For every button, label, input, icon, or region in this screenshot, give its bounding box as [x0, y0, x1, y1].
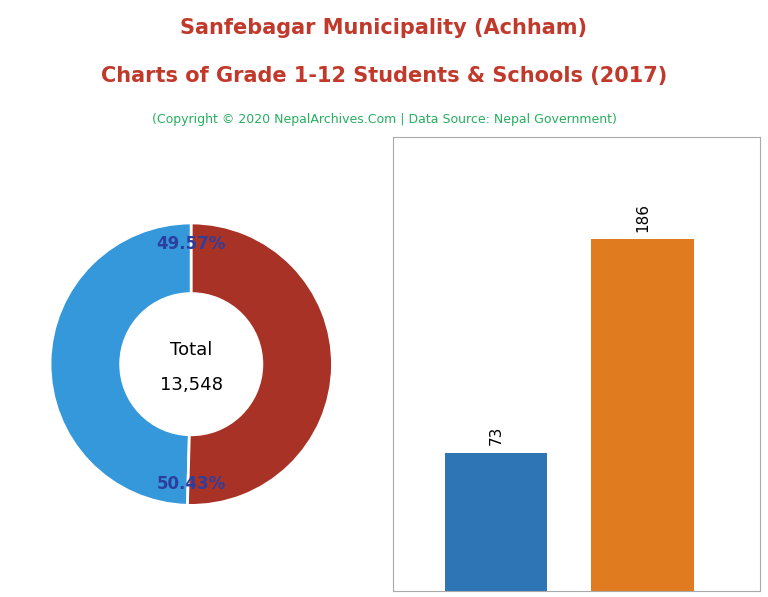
Text: 73: 73 [488, 426, 504, 445]
Text: 50.43%: 50.43% [157, 475, 226, 493]
Text: Sanfebagar Municipality (Achham): Sanfebagar Municipality (Achham) [180, 18, 588, 38]
Text: 13,548: 13,548 [160, 376, 223, 395]
Text: 186: 186 [635, 203, 650, 232]
Text: Charts of Grade 1-12 Students & Schools (2017): Charts of Grade 1-12 Students & Schools … [101, 66, 667, 86]
Bar [445, 453, 548, 591]
Text: (Copyright © 2020 NepalArchives.Com | Data Source: Nepal Government): (Copyright © 2020 NepalArchives.Com | Da… [151, 113, 617, 127]
Wedge shape [187, 223, 333, 506]
Text: Total: Total [170, 341, 213, 359]
Wedge shape [50, 223, 191, 505]
Text: 49.57%: 49.57% [157, 235, 226, 253]
Bar [591, 239, 694, 591]
Legend: Male Students (6,716), Female Students (6,832): Male Students (6,716), Female Students (… [0, 595, 171, 597]
